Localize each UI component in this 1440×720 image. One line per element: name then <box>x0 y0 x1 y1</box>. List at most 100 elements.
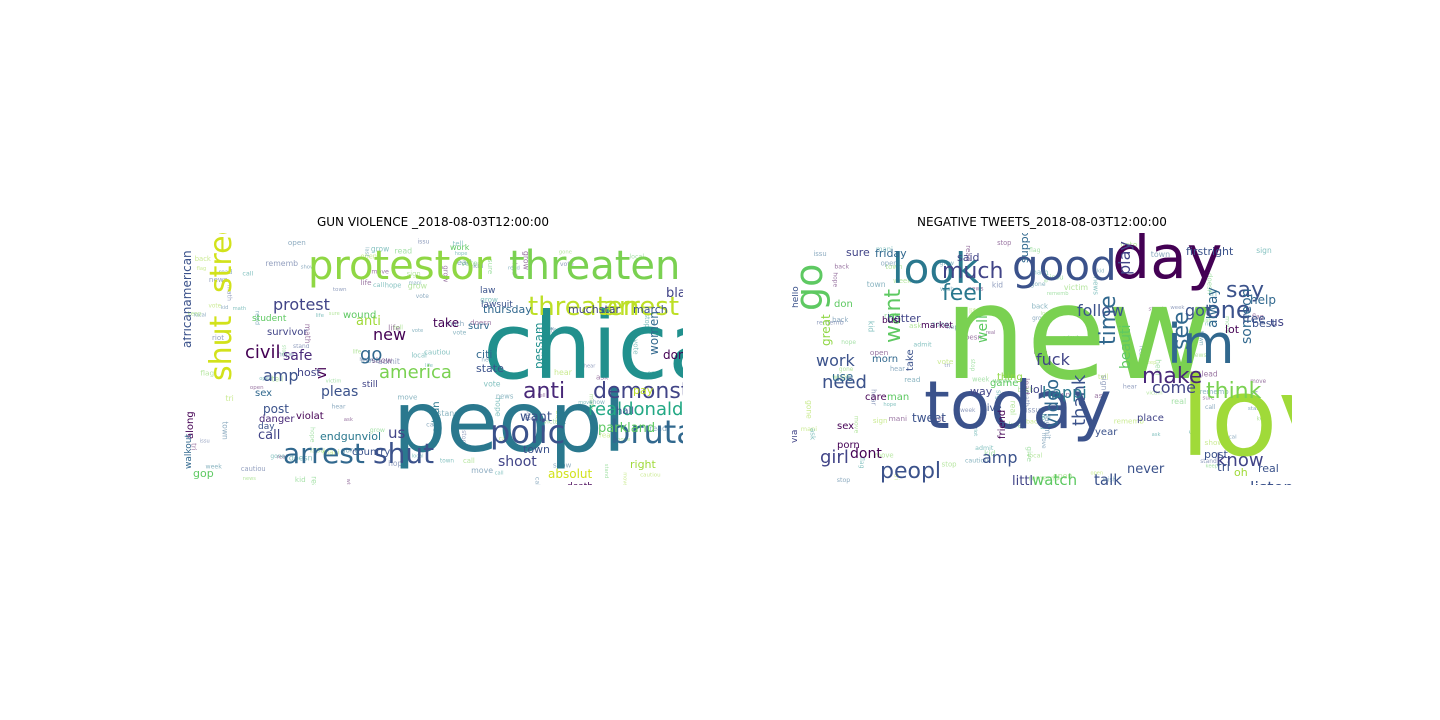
wordcloud-filler-word: doesn <box>289 454 313 463</box>
wordcloud-word: said <box>957 251 980 264</box>
wordcloud-word: well <box>975 315 991 343</box>
wordcloud-filler-word: hope <box>455 251 468 257</box>
wordcloud-filler-word: vote <box>209 303 222 309</box>
wordcloud-filler-word: open <box>647 370 663 377</box>
wordcloud-word: alway <box>1205 287 1221 328</box>
wordcloud-word: someon <box>1239 288 1255 344</box>
wordcloud-filler-word: stand <box>603 464 609 479</box>
wordcloud-word: dont <box>850 446 882 462</box>
wordcloud-filler-word: admit <box>975 445 994 452</box>
wordcloud-word: women <box>647 311 661 355</box>
wordcloud-filler-word: math <box>225 285 232 301</box>
wordcloud-word: one <box>1206 296 1251 324</box>
wordcloud-filler-word: gone <box>839 367 854 373</box>
wordcloud-word: surv <box>468 321 490 332</box>
wordcloud-filler-word: hope <box>308 427 315 443</box>
wordcloud-filler-word: open <box>881 259 898 267</box>
wordcloud-word: pay <box>633 384 654 397</box>
wordcloud-filler-word: read <box>219 269 233 276</box>
wordcloud-word: see <box>1169 311 1194 350</box>
wordcloud-filler-word: real <box>986 330 996 336</box>
wordcloud-filler-word: hear <box>331 404 346 411</box>
wordcloud-word: care <box>865 392 887 403</box>
wordcloud-filler-word: riot <box>972 427 978 436</box>
wordcloud-filler-word: riot <box>1205 321 1214 327</box>
wordcloud-filler-word: ask <box>1094 391 1107 400</box>
wordcloud-filler-word: issu <box>310 445 325 454</box>
wordcloud-word: need <box>822 372 867 393</box>
wordcloud-filler-word: doesn <box>470 318 491 327</box>
wordcloud-filler-word: kid <box>984 449 996 458</box>
wordcloud-word: death <box>567 482 593 485</box>
wordcloud-word: follow <box>1077 301 1124 320</box>
wordcloud-word: street <box>204 233 239 293</box>
wordcloud-word: sex <box>837 421 854 432</box>
wordcloud-word: lot <box>1225 323 1240 336</box>
wordcloud-filler-word: hope <box>359 357 374 363</box>
wordcloud-word: arrest <box>603 292 679 322</box>
wordcloud-word: us <box>1270 315 1284 329</box>
wordcloud-word: take <box>905 349 916 371</box>
wordcloud-filler-word: mani <box>876 245 893 253</box>
wordcloud-filler-word: move <box>1040 433 1046 449</box>
wordcloud-filler-word: victim <box>1064 283 1088 292</box>
wordcloud-word: still <box>362 380 378 390</box>
wordcloud-filler-word: news <box>209 275 228 284</box>
wordcloud-filler-word: stand <box>293 344 310 350</box>
wordcloud-filler-word: keep <box>1206 464 1219 470</box>
wordcloud-word: africanamerican <box>183 250 194 348</box>
wordcloud-filler-word: local <box>194 312 207 318</box>
wordcloud-word: man <box>887 392 909 403</box>
wordcloud-word: day <box>1112 233 1222 293</box>
wordcloud-filler-word: week <box>1170 305 1185 311</box>
wordcloud-filler-word: read <box>649 424 667 433</box>
wordcloud-word: protest <box>273 295 330 314</box>
wordcloud-filler-word: week <box>1047 338 1062 344</box>
wordcloud-word: pessam <box>532 322 546 369</box>
wordcloud-filler-word: hope <box>883 402 896 408</box>
wordcloud-filler-word: kid <box>866 321 875 332</box>
wordcloud-word: feel <box>942 281 983 306</box>
wordcloud-filler-word: last <box>364 247 370 256</box>
wordcloud-filler-word: admit <box>378 357 400 366</box>
wordcloud-filler-word: math <box>1030 269 1048 277</box>
wordcloud-word: america <box>379 362 452 383</box>
wordcloud-word: today <box>924 367 1112 444</box>
chart-title: GUN VIOLENCE _2018-08-03T12:00:00 <box>316 215 550 229</box>
wordcloud-filler-word: stand <box>1248 406 1264 412</box>
wordcloud-word: go <box>792 264 831 311</box>
wordcloud-filler-word: move <box>1223 316 1230 333</box>
wordcloud-filler-word: gone <box>805 400 814 419</box>
wordcloud-filler-word: grow <box>940 261 954 267</box>
wordcloud-word: dont <box>663 348 683 362</box>
wordcloud-word: great <box>819 314 833 346</box>
wordcloud-word: tri <box>1217 460 1230 474</box>
wordcloud-filler-word: vote <box>416 294 429 300</box>
wordcloud-filler-word: back <box>832 316 848 324</box>
wordcloud-word: go <box>360 344 382 365</box>
wordcloud-filler-word: flag <box>1029 247 1041 254</box>
wordcloud-filler-word: riot <box>539 325 550 333</box>
wordcloud-filler-word: back <box>554 410 562 426</box>
wordcloud-word: real <box>1258 462 1279 475</box>
wordcloud-filler-word: open <box>360 253 376 261</box>
wordcloud-filler-word: real <box>1171 397 1186 406</box>
wordcloud-filler-word: grow <box>370 427 385 434</box>
wordcloud-word: oh <box>1234 466 1248 479</box>
wordcloud-word: gop <box>193 467 214 480</box>
wordcloud-filler-word: ask <box>808 428 817 441</box>
wordcloud-word: orlean <box>431 401 442 433</box>
wordcloud-word: survivor <box>267 327 308 338</box>
wordcloud-filler-word: kid <box>992 281 1003 290</box>
wordcloud-word: state <box>476 362 504 375</box>
wordcloud-filler-word: life <box>352 349 361 355</box>
wordcloud-filler-word: tri <box>190 443 198 451</box>
wordcloud-word: post <box>263 402 289 416</box>
wordcloud-filler-word: sign <box>1099 375 1108 391</box>
wordcloud-filler-word: show <box>589 399 605 406</box>
wordcloud-filler-word: town <box>867 280 886 289</box>
wordcloud-filler-word: town <box>220 421 229 440</box>
wordcloud-word: much <box>942 259 1003 284</box>
wordcloud-filler-word: call <box>242 270 253 278</box>
wordcloud-filler-word: issu <box>200 438 210 444</box>
